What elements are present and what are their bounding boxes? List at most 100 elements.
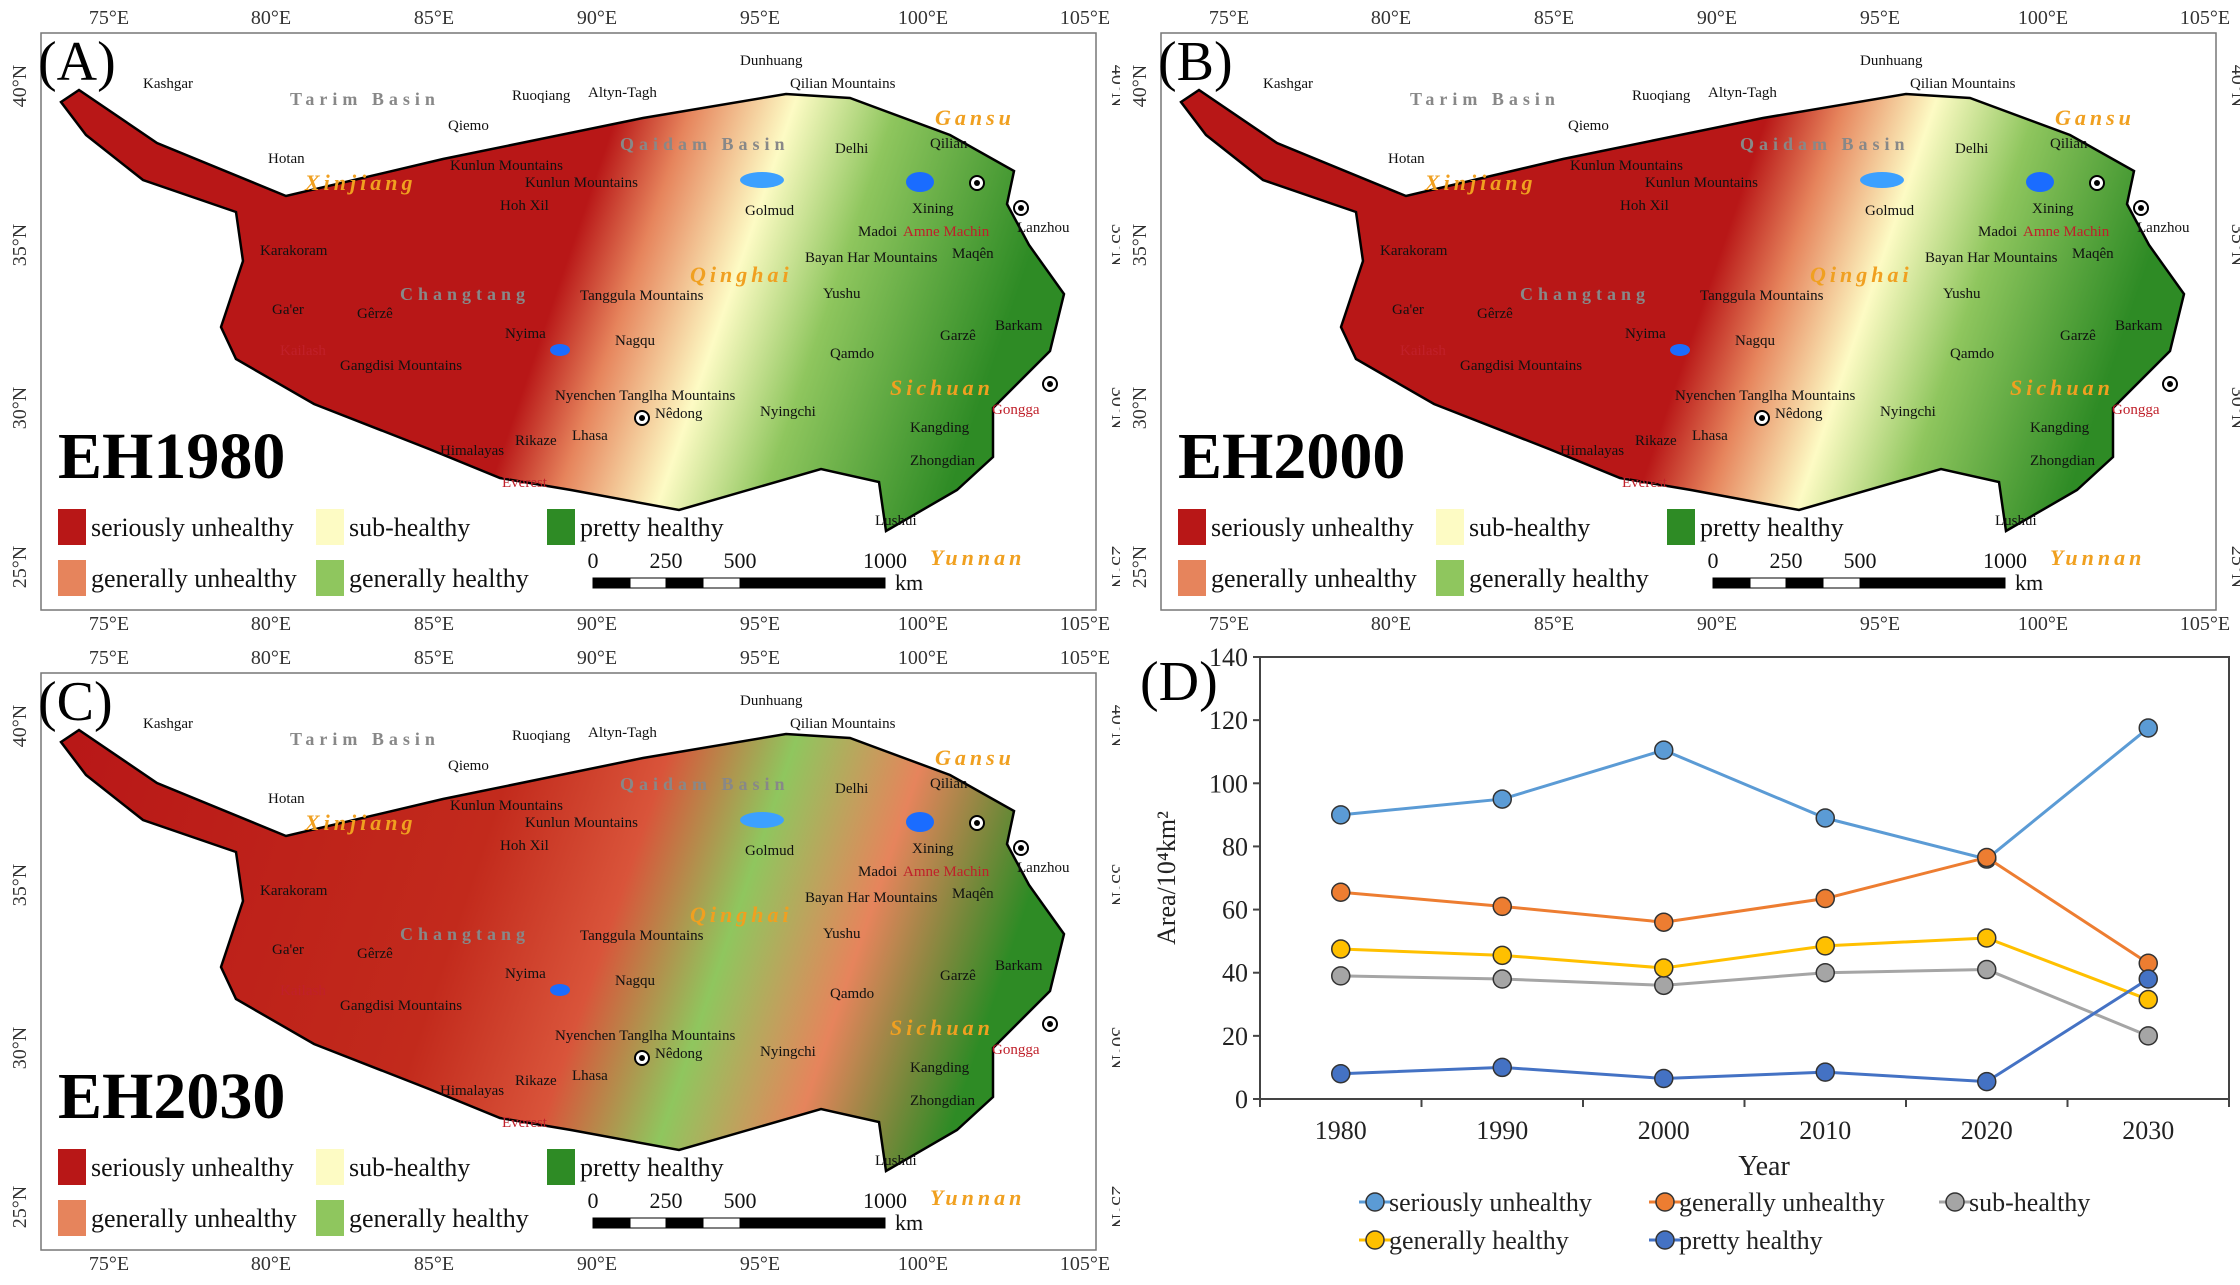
data-point [1331, 939, 1351, 959]
place-label: Yushu [823, 286, 861, 302]
legend-label: generally healthy [349, 1204, 529, 1233]
place-label: Nêdong [1775, 406, 1823, 422]
data-point [1977, 847, 1997, 868]
place-label: Yushu [1943, 286, 1981, 302]
legend-swatch [547, 509, 575, 545]
place-label: Ga'er [272, 302, 304, 318]
longitude-tick-label: 90°E [1697, 7, 1737, 29]
longitude-tick-label: 95°E [1860, 7, 1900, 29]
place-label: Ruoqiang [512, 728, 571, 744]
legend-swatch [1178, 560, 1206, 596]
longitude-tick-label: 105°E [2180, 613, 2230, 635]
legend-swatch [58, 509, 86, 545]
latitude-tick-label: 25°N [9, 1186, 31, 1228]
data-point [1492, 969, 1512, 989]
latitude-tick-label: 30°N [9, 387, 31, 429]
place-label: Qaidam Basin [620, 134, 790, 154]
legend-swatch [1436, 560, 1464, 596]
x-tick-label: 1990 [1476, 1116, 1528, 1145]
place-label: Golmud [1865, 203, 1915, 219]
place-label: Yunnan [930, 1185, 1025, 1210]
longitude-tick-label: 95°E [740, 613, 780, 635]
place-label: Hoh Xil [500, 838, 549, 854]
place-label: Xining [912, 841, 954, 857]
y-tick-label: 140 [1209, 643, 1248, 672]
place-label: Qiemo [448, 758, 489, 774]
latitude-tick-label: 35°N [9, 224, 31, 266]
place-label: Rikaze [515, 433, 557, 449]
place-label: Ga'er [1392, 302, 1424, 318]
place-label: Hotan [268, 791, 305, 807]
place-label: Kailash [280, 983, 326, 999]
place-label: Bayan Har Mountains [1925, 250, 2058, 266]
longitude-tick-label: 100°E [898, 613, 948, 635]
legend-swatch [1436, 509, 1464, 545]
longitude-tick-label: 80°E [251, 1253, 291, 1275]
place-label: Garzê [940, 328, 976, 344]
legend-label: generally unhealthy [91, 1204, 297, 1233]
latitude-tick-label: 25°N [9, 546, 31, 588]
place-label: Changtang [1520, 284, 1650, 304]
place-label: Gongga [2112, 402, 2160, 418]
data-point [1654, 912, 1674, 932]
data-point [2138, 718, 2158, 738]
plot-area [1259, 656, 2230, 1100]
data-point [1492, 896, 1512, 917]
longitude-tick-label: 105°E [2180, 7, 2230, 29]
legend-label: generally healthy [1469, 564, 1649, 593]
place-label: Dunhuang [740, 693, 803, 709]
place-label: Tarim Basin [1410, 89, 1560, 109]
place-label: Xining [912, 201, 954, 217]
scale-tick-label: 500 [724, 1188, 757, 1213]
lake-icon [740, 172, 784, 188]
map-title: EH2030 [58, 1060, 285, 1133]
panel-label: (D) [1140, 651, 1218, 713]
place-label: Nêdong [655, 406, 703, 422]
latitude-tick-label: 35°N [2227, 224, 2240, 266]
place-label: Qinghai [690, 902, 793, 927]
longitude-tick-label: 95°E [740, 1253, 780, 1275]
data-point [1654, 1068, 1674, 1089]
place-label: Tanggula Mountains [580, 928, 704, 944]
place-label: Nyima [1625, 326, 1666, 342]
scale-tick-label: 500 [1844, 548, 1877, 573]
legend-marker [1365, 1230, 1385, 1250]
place-label: Nyenchen Tanglha Mountains [555, 1028, 735, 1044]
lake-icon [2026, 172, 2054, 192]
place-label: Kunlun Mountains [450, 798, 563, 814]
place-label: Kailash [1400, 343, 1446, 359]
legend-label: sub-healthy [349, 513, 470, 542]
place-label: Kunlun Mountains [525, 175, 638, 191]
data-point [1331, 1063, 1351, 1084]
x-axis-title: Year [1738, 1151, 1790, 1182]
data-point [1815, 808, 1835, 828]
place-label: Kunlun Mountains [1570, 158, 1683, 174]
place-label: Qinghai [690, 262, 793, 287]
place-label: Qamdo [830, 986, 874, 1002]
longitude-tick-label: 105°E [1060, 647, 1110, 669]
longitude-tick-label: 80°E [251, 647, 291, 669]
place-label: Lhasa [1692, 428, 1728, 444]
place-label: Xinjiang [304, 170, 416, 195]
place-label: Everest [502, 475, 548, 491]
longitude-tick-label: 105°E [1060, 1253, 1110, 1275]
place-label: Qamdo [830, 346, 874, 362]
longitude-tick-label: 75°E [89, 7, 129, 29]
latitude-tick-label: 40°N [9, 705, 31, 747]
latitude-tick-label: 35°N [1129, 224, 1151, 266]
map-title: EH2000 [1178, 420, 1405, 493]
data-point [1654, 740, 1674, 760]
place-label: Kunlun Mountains [525, 815, 638, 831]
place-label: Madoi [858, 864, 897, 880]
longitude-tick-label: 85°E [414, 647, 454, 669]
y-tick-label: 80 [1222, 832, 1248, 861]
legend-label: seriously unhealthy [91, 1153, 294, 1182]
legend-swatch [316, 1200, 344, 1236]
latitude-tick-label: 25°N [1129, 546, 1151, 588]
place-label: Lanzhou [1017, 860, 1070, 876]
lake-icon [550, 344, 570, 356]
data-point [2138, 969, 2158, 989]
place-label: Kashgar [1263, 76, 1313, 92]
